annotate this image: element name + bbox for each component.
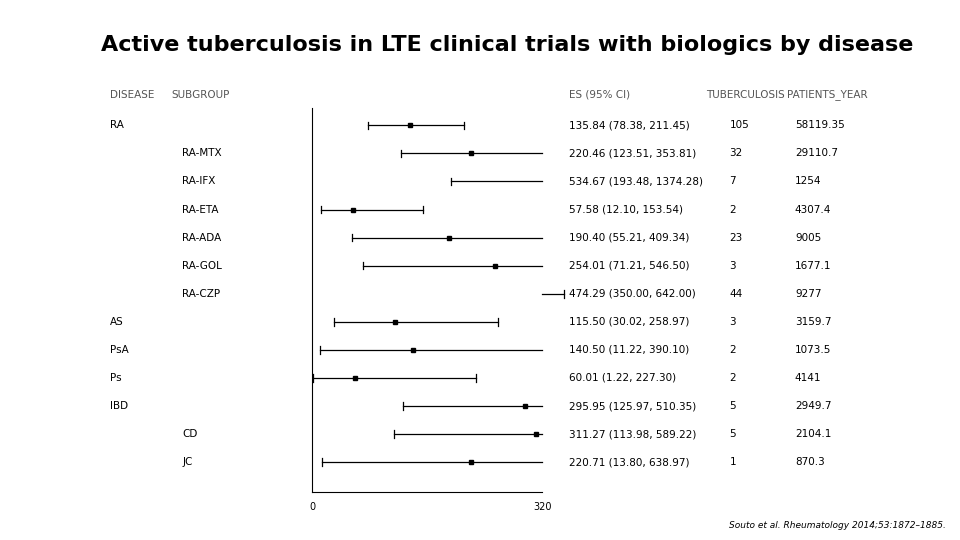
Text: 311.27 (113.98, 589.22): 311.27 (113.98, 589.22) [569, 429, 697, 439]
Text: PATIENTS_YEAR: PATIENTS_YEAR [787, 89, 868, 100]
Text: 220.46 (123.51, 353.81): 220.46 (123.51, 353.81) [569, 148, 697, 158]
Text: AS: AS [110, 317, 124, 327]
Text: 5: 5 [730, 429, 736, 439]
Text: RA-CZP: RA-CZP [182, 289, 221, 299]
Text: 2: 2 [730, 205, 736, 214]
Text: PsA: PsA [110, 345, 130, 355]
Text: SUBGROUP: SUBGROUP [171, 90, 229, 99]
Text: 3: 3 [730, 317, 736, 327]
Text: DISEASE: DISEASE [110, 90, 155, 99]
Text: 254.01 (71.21, 546.50): 254.01 (71.21, 546.50) [569, 261, 690, 271]
Text: Ps: Ps [110, 373, 122, 383]
Text: RA: RA [110, 120, 124, 130]
Text: 320: 320 [533, 502, 552, 512]
Text: 58119.35: 58119.35 [795, 120, 845, 130]
Text: RA-ADA: RA-ADA [182, 233, 222, 242]
Text: 29110.7: 29110.7 [795, 148, 838, 158]
Text: 23: 23 [730, 233, 743, 242]
Text: 474.29 (350.00, 642.00): 474.29 (350.00, 642.00) [569, 289, 696, 299]
Text: 1: 1 [730, 457, 736, 467]
Text: 1073.5: 1073.5 [795, 345, 831, 355]
Text: 32: 32 [730, 148, 743, 158]
Text: 60.01 (1.22, 227.30): 60.01 (1.22, 227.30) [569, 373, 677, 383]
Text: 44: 44 [730, 289, 743, 299]
Text: 9277: 9277 [795, 289, 822, 299]
Text: 1254: 1254 [795, 177, 822, 186]
Text: Active tuberculosis in LTE clinical trials with biologics by disease: Active tuberculosis in LTE clinical tria… [101, 35, 913, 55]
Text: 115.50 (30.02, 258.97): 115.50 (30.02, 258.97) [569, 317, 689, 327]
Text: 57.58 (12.10, 153.54): 57.58 (12.10, 153.54) [569, 205, 684, 214]
Text: 2949.7: 2949.7 [795, 401, 831, 411]
Text: 5: 5 [730, 401, 736, 411]
Text: 140.50 (11.22, 390.10): 140.50 (11.22, 390.10) [569, 345, 689, 355]
Text: 1677.1: 1677.1 [795, 261, 831, 271]
Text: IBD: IBD [110, 401, 129, 411]
Text: RA-MTX: RA-MTX [182, 148, 222, 158]
Text: 190.40 (55.21, 409.34): 190.40 (55.21, 409.34) [569, 233, 689, 242]
Text: 3159.7: 3159.7 [795, 317, 831, 327]
Text: 4141: 4141 [795, 373, 822, 383]
Text: 105: 105 [730, 120, 750, 130]
Text: 3: 3 [730, 261, 736, 271]
Text: RA-ETA: RA-ETA [182, 205, 219, 214]
Text: 2: 2 [730, 373, 736, 383]
Text: ES (95% CI): ES (95% CI) [569, 90, 631, 99]
Text: 295.95 (125.97, 510.35): 295.95 (125.97, 510.35) [569, 401, 697, 411]
Text: Souto et al. Rheumatology 2014;53:1872–1885.: Souto et al. Rheumatology 2014;53:1872–1… [729, 521, 946, 530]
Text: RA-GOL: RA-GOL [182, 261, 223, 271]
Text: 135.84 (78.38, 211.45): 135.84 (78.38, 211.45) [569, 120, 690, 130]
Text: 220.71 (13.80, 638.97): 220.71 (13.80, 638.97) [569, 457, 690, 467]
Text: 2: 2 [730, 345, 736, 355]
Text: JC: JC [182, 457, 193, 467]
Text: 7: 7 [730, 177, 736, 186]
Text: 0: 0 [309, 502, 315, 512]
Text: CD: CD [182, 429, 198, 439]
Text: 870.3: 870.3 [795, 457, 825, 467]
Text: 9005: 9005 [795, 233, 821, 242]
Text: 4307.4: 4307.4 [795, 205, 831, 214]
Text: 534.67 (193.48, 1374.28): 534.67 (193.48, 1374.28) [569, 177, 704, 186]
Text: TUBERCULOSIS: TUBERCULOSIS [706, 90, 784, 99]
Text: 2104.1: 2104.1 [795, 429, 831, 439]
Text: RA-IFX: RA-IFX [182, 177, 216, 186]
